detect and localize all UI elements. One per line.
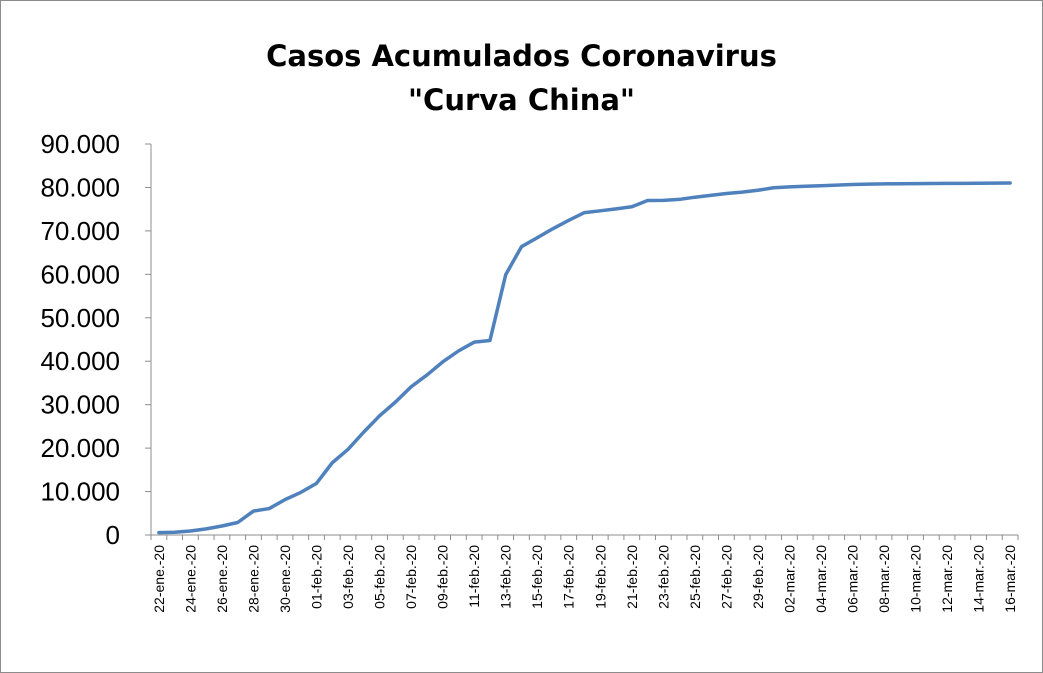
y-tick-label: 80.000	[40, 172, 120, 202]
data-point	[804, 185, 807, 188]
data-point	[772, 186, 775, 189]
data-point	[867, 183, 870, 186]
data-point	[961, 182, 964, 185]
data-point	[883, 182, 886, 185]
data-point	[504, 273, 507, 276]
data-point	[678, 198, 681, 201]
x-tick-label: 29-feb.-20	[750, 545, 766, 609]
data-point	[741, 191, 744, 194]
x-tick-label: 08-mar.-20	[876, 545, 892, 613]
x-tick-label: 27-feb.-20	[718, 545, 734, 609]
data-point	[189, 530, 192, 533]
x-tick-label: 22-ene.-20	[151, 545, 167, 613]
data-point	[977, 182, 980, 185]
data-point	[946, 182, 949, 185]
data-point	[457, 349, 460, 352]
data-point	[914, 182, 917, 185]
data-point	[788, 185, 791, 188]
data-point	[551, 227, 554, 230]
data-point	[567, 219, 570, 222]
x-tick-label: 01-feb.-20	[309, 545, 325, 609]
data-point	[662, 199, 665, 202]
data-point	[898, 182, 901, 185]
x-tick-label: 24-ene.-20	[182, 545, 198, 613]
data-point	[536, 236, 539, 239]
data-point	[819, 184, 822, 187]
y-tick-label: 30.000	[40, 390, 120, 420]
x-tick-label: 19-feb.-20	[592, 545, 608, 609]
data-point	[173, 531, 176, 534]
x-tick-label: 30-ene.-20	[277, 545, 293, 613]
data-point	[347, 448, 350, 451]
data-point	[851, 183, 854, 186]
x-tick-label: 05-feb.-20	[372, 545, 388, 609]
y-tick-label: 90.000	[40, 129, 120, 159]
y-tick-label: 20.000	[40, 433, 120, 463]
data-point	[615, 207, 618, 210]
data-point	[693, 196, 696, 199]
data-point	[709, 194, 712, 197]
y-tick-label: 40.000	[40, 346, 120, 376]
x-tick-label: 03-feb.-20	[340, 545, 356, 609]
y-tick-label: 10.000	[40, 477, 120, 507]
data-point	[993, 182, 996, 185]
data-point	[362, 431, 365, 434]
data-point	[394, 401, 397, 404]
data-point	[1009, 181, 1012, 184]
x-tick-label: 26-ene.-20	[214, 545, 230, 613]
x-tick-label: 10-mar.-20	[908, 545, 924, 613]
data-point	[268, 507, 271, 510]
x-tick-label: 02-mar.-20	[781, 545, 797, 613]
x-tick-label: 06-mar.-20	[844, 545, 860, 613]
data-point	[425, 374, 428, 377]
x-tick-label: 25-feb.-20	[687, 545, 703, 609]
y-tick-label: 60.000	[40, 259, 120, 289]
x-tick-label: 04-mar.-20	[813, 545, 829, 613]
data-point	[315, 482, 318, 485]
data-point	[331, 461, 334, 464]
data-point	[725, 192, 728, 195]
data-point	[236, 521, 239, 524]
data-point	[646, 199, 649, 202]
data-point	[378, 414, 381, 417]
x-tick-label: 21-feb.-20	[624, 545, 640, 609]
data-point	[220, 524, 223, 527]
data-point	[252, 510, 255, 513]
data-point	[205, 527, 208, 530]
x-tick-label: 15-feb.-20	[529, 545, 545, 609]
series-line	[157, 181, 1012, 535]
x-tick-label: 09-feb.-20	[435, 545, 451, 609]
chart-title-line1: Casos Acumulados Coronavirus	[266, 39, 777, 73]
x-tick-label: 17-feb.-20	[561, 545, 577, 609]
data-point	[583, 211, 586, 214]
x-tick-label: 14-mar.-20	[971, 545, 987, 613]
data-point	[157, 531, 160, 534]
x-tick-label: 16-mar.-20	[1002, 545, 1018, 613]
x-tick-label: 28-ene.-20	[245, 545, 261, 613]
chart-title-line2: "Curva China"	[407, 83, 636, 117]
data-point	[441, 360, 444, 363]
data-point	[756, 189, 759, 192]
data-point	[630, 205, 633, 208]
x-tick-label: 11-feb.-20	[466, 545, 482, 608]
data-point	[930, 182, 933, 185]
data-point	[835, 184, 838, 187]
data-point	[410, 385, 413, 388]
data-point	[473, 341, 476, 344]
data-point	[283, 498, 286, 501]
y-tick-label: 50.000	[40, 303, 120, 333]
y-tick-label: 70.000	[40, 216, 120, 246]
y-tick-label: 0	[106, 520, 120, 550]
x-tick-label: 12-mar.-20	[939, 545, 955, 613]
x-tick-label: 13-feb.-20	[498, 545, 514, 609]
data-point	[599, 209, 602, 212]
data-point	[520, 245, 523, 248]
x-tick-label: 23-feb.-20	[655, 545, 671, 609]
data-point	[488, 339, 491, 342]
data-point	[299, 491, 302, 494]
x-tick-label: 07-feb.-20	[403, 545, 419, 609]
